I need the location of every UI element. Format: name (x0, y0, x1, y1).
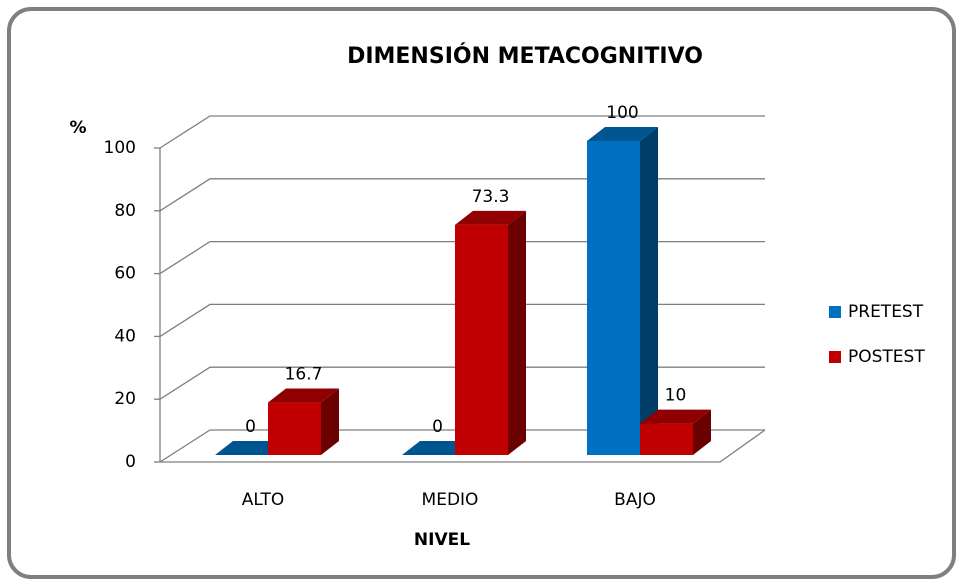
grid-line (159, 366, 765, 400)
grid-line (159, 178, 765, 212)
x-axis-label: NIVEL (414, 530, 470, 550)
data-label: 0 (245, 417, 256, 437)
bar (268, 388, 339, 455)
data-label: 0 (432, 417, 443, 437)
y-tick-label: 60 (114, 264, 136, 284)
bar (640, 409, 711, 455)
legend-swatch (829, 306, 841, 318)
y-tick-label: 40 (114, 326, 136, 346)
bar-side (508, 210, 526, 455)
x-tick-label: BAJO (614, 490, 656, 510)
bar (587, 127, 658, 455)
bar-front (455, 224, 508, 455)
bar-top (455, 210, 526, 225)
floor (160, 429, 766, 463)
grid-line (159, 303, 765, 337)
bar-side (321, 388, 339, 455)
data-label: 100 (606, 103, 638, 123)
x-tick-label: MEDIO (422, 490, 479, 510)
data-label: 16.7 (285, 365, 323, 385)
y-tick-label: 80 (114, 201, 136, 221)
bar (455, 210, 526, 455)
legend-label: PRETEST (848, 302, 924, 322)
bar-side (693, 409, 711, 455)
chart-title: DIMENSIÓN METACOGNITIVO (347, 43, 703, 69)
y-tick-label: 0 (125, 452, 136, 472)
bar-front (268, 402, 321, 455)
legend-swatch (829, 351, 841, 363)
grid-line (159, 115, 765, 149)
bar-side (640, 127, 658, 455)
y-tick-label: 20 (114, 389, 136, 409)
data-label: 10 (665, 386, 687, 406)
legend-label: POSTEST (848, 347, 925, 367)
data-label: 73.3 (472, 187, 510, 207)
y-tick-label: 100 (104, 138, 136, 158)
bar-front (587, 141, 640, 455)
bar-top (268, 388, 339, 403)
bar-front (640, 423, 693, 455)
bar-top (587, 127, 658, 141)
x-tick-label: ALTO (242, 490, 285, 510)
grid-line (159, 240, 765, 275)
y-axis-label: % (69, 118, 86, 138)
grid-line (159, 429, 765, 463)
bar-top (640, 409, 711, 424)
